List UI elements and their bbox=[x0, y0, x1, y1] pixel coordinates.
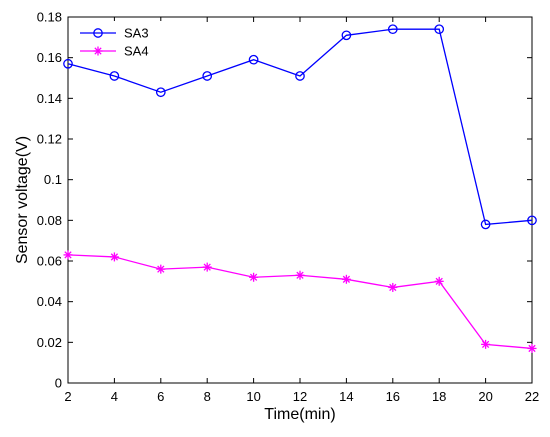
legend-entry: SA3 bbox=[80, 26, 149, 41]
data-point bbox=[295, 71, 305, 81]
x-tick-label: 18 bbox=[432, 389, 446, 404]
x-tick-label: 8 bbox=[204, 389, 211, 404]
y-tick-label: 0.18 bbox=[37, 10, 62, 25]
data-point bbox=[434, 24, 445, 35]
plot-area bbox=[67, 16, 533, 384]
y-tick-label: 0 bbox=[55, 376, 62, 391]
x-axis-label: Time(min) bbox=[264, 406, 335, 423]
x-tick-label: 10 bbox=[246, 389, 260, 404]
x-tick-label: 22 bbox=[525, 389, 539, 404]
data-point bbox=[249, 272, 259, 282]
data-point bbox=[202, 71, 213, 81]
y-tick-label: 0.04 bbox=[37, 294, 62, 309]
data-point bbox=[109, 71, 120, 81]
y-tick-label: 0.02 bbox=[37, 335, 62, 350]
data-point bbox=[481, 339, 491, 349]
data-point bbox=[388, 282, 398, 292]
legend-entry: SA4 bbox=[80, 44, 149, 59]
y-tick-label: 0.14 bbox=[37, 91, 62, 106]
legend-label: SA4 bbox=[124, 44, 149, 59]
y-tick-label: 0.06 bbox=[37, 254, 62, 269]
data-point bbox=[341, 30, 352, 41]
data-point bbox=[480, 219, 491, 230]
series-layer bbox=[63, 24, 537, 353]
x-tick-label: 2 bbox=[64, 389, 71, 404]
legend-marker bbox=[93, 46, 103, 56]
y-tick-label: 0.16 bbox=[37, 50, 62, 65]
data-point bbox=[434, 276, 444, 286]
data-point bbox=[156, 264, 166, 274]
y-axis-label: Sensor voltage(V) bbox=[14, 136, 31, 264]
series-SA4 bbox=[63, 250, 537, 353]
x-tick-label: 6 bbox=[157, 389, 164, 404]
data-point bbox=[341, 274, 351, 284]
data-point bbox=[527, 215, 537, 226]
series-line bbox=[67, 28, 533, 226]
x-tick-label: 4 bbox=[111, 389, 118, 404]
legend-marker bbox=[93, 28, 103, 38]
data-point bbox=[63, 250, 73, 260]
series-SA3 bbox=[63, 24, 537, 230]
data-point bbox=[109, 252, 119, 262]
legend-label: SA3 bbox=[124, 26, 149, 41]
legend-box bbox=[74, 21, 172, 63]
data-point bbox=[155, 87, 166, 98]
data-point bbox=[527, 343, 537, 353]
x-tick-label: 16 bbox=[386, 389, 400, 404]
data-point bbox=[63, 58, 73, 69]
y-tick-label: 0.12 bbox=[37, 132, 62, 147]
data-point bbox=[295, 270, 305, 280]
x-axis: 2 4 6 8 10 12 14 16 18 20 22 bbox=[64, 17, 539, 404]
y-axis: 0 0.02 0.04 0.06 0.08 0.1 0.12 0.14 0.16 0.18 bbox=[37, 10, 532, 391]
x-tick-label: 14 bbox=[339, 389, 353, 404]
y-tick-label: 0.08 bbox=[37, 213, 62, 228]
x-tick-label: 12 bbox=[293, 389, 307, 404]
data-point bbox=[202, 262, 212, 272]
x-tick-label: 20 bbox=[478, 389, 492, 404]
data-point bbox=[387, 24, 398, 35]
data-point bbox=[248, 54, 259, 65]
y-tick-label: 0.1 bbox=[44, 172, 62, 187]
